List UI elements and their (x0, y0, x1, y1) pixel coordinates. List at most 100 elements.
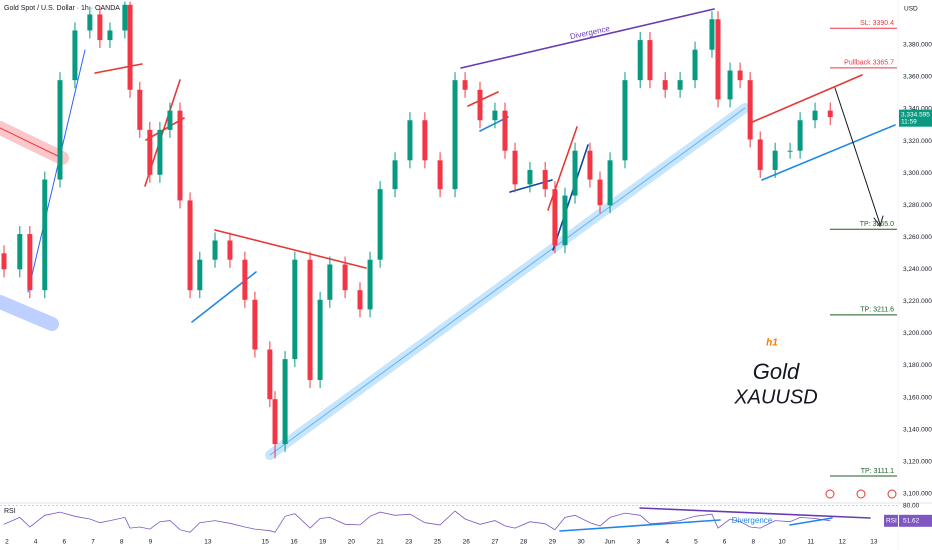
x-tick-label: 11 (807, 539, 814, 546)
zone-band (0, 295, 59, 331)
candle-body (622, 80, 628, 161)
x-tick-label: 6 (723, 539, 727, 546)
candle-body (477, 89, 483, 121)
candle-body (377, 189, 383, 260)
rsi-tag-name: RSI (886, 518, 897, 525)
level-label: TP: 3111.1 (861, 468, 894, 475)
x-tick-label: 28 (520, 539, 528, 546)
candle-body (607, 160, 613, 206)
candle-body (647, 40, 653, 81)
flag-icon (856, 489, 866, 499)
x-tick-label: 16 (290, 539, 298, 546)
candle-body (715, 19, 721, 100)
candle-body (87, 14, 93, 31)
divergence-line (460, 8, 715, 69)
candle-body (267, 349, 273, 400)
candle-body (492, 110, 498, 121)
projection-arrow (834, 87, 881, 225)
candle-body (72, 30, 78, 81)
candle-body (462, 80, 468, 90)
y-tick-label: 3,360.000 (903, 74, 932, 81)
candle-body (512, 150, 518, 185)
chart-title: Gold Spot / U.S. Dollar · 1h · OANDA (4, 5, 120, 12)
x-tick-label: 9 (149, 539, 153, 546)
candle-body (122, 4, 128, 31)
y-tick-label: 3,320.000 (903, 138, 932, 145)
candle-body (197, 259, 203, 291)
candle-body (827, 110, 833, 118)
y-tick-label: 3,220.000 (903, 298, 932, 305)
candle-body (502, 110, 508, 151)
candle-body (107, 30, 113, 41)
candle-body (747, 80, 753, 140)
candle-body (452, 80, 458, 190)
annotation: Divergence (732, 516, 773, 525)
candle-body (367, 259, 373, 310)
x-tick-label: 4 (665, 539, 669, 546)
y-tick-label: 3,260.000 (903, 234, 932, 241)
level-label: SL: 3390.4 (860, 20, 894, 27)
candle-body (147, 129, 153, 175)
candle-body (422, 120, 428, 161)
rsi-tag (899, 514, 932, 527)
candle-body (772, 150, 778, 170)
y-tick-label: 3,280.000 (903, 202, 932, 209)
x-tick-label: 29 (549, 539, 557, 546)
rsi-divergence (639, 507, 871, 519)
x-tick-label: 13 (870, 539, 878, 546)
candle-body (787, 150, 793, 152)
candle-body (272, 399, 278, 445)
price-tag (899, 109, 932, 127)
level-label: Pullback 3365.7 (844, 60, 894, 67)
axis-unit: USD (904, 6, 918, 13)
y-tick-label: 3,160.000 (903, 394, 932, 401)
flags (825, 489, 897, 499)
candle-body (392, 160, 398, 190)
candle-body (709, 19, 715, 50)
x-tick-label: 2 (5, 539, 9, 546)
trend-line (94, 63, 143, 74)
candle-body (437, 160, 443, 190)
candle-body (137, 89, 143, 130)
candle-body (17, 234, 23, 270)
candle-body (177, 110, 183, 201)
y-tick-label: 3,240.000 (903, 266, 932, 273)
trend-line (27, 49, 86, 293)
x-tick-label: 30 (577, 539, 585, 546)
y-tick-label: 3,100.000 (903, 490, 932, 497)
x-tick-label: 27 (491, 539, 499, 546)
x-tick-label: 8 (751, 539, 755, 546)
candle-body (407, 120, 413, 161)
candle-body (97, 14, 103, 41)
candle-body (127, 4, 133, 90)
candle-body (662, 80, 668, 90)
candle-body (167, 110, 173, 130)
x-tick-label: 21 (376, 539, 384, 546)
trend-line (761, 124, 896, 181)
level-label: TP: 3265.0 (860, 221, 894, 228)
annotation: XAUUSD (733, 386, 817, 408)
trend-line (0, 127, 63, 159)
candle-body (542, 169, 548, 190)
rsi-name-tag (884, 514, 898, 527)
price-label: 3,334.595 (901, 111, 930, 118)
candle-body (212, 240, 218, 260)
candle-body (677, 80, 683, 90)
x-tick-label: 6 (62, 539, 66, 546)
level-label: TP: 3211.6 (860, 307, 894, 314)
x-tick-label: 20 (348, 539, 356, 546)
rsi-trend (559, 519, 721, 532)
candle-body (317, 299, 323, 380)
x-tick-label: 19 (319, 539, 327, 546)
candle-body (57, 80, 63, 180)
x-tick-label: 26 (463, 539, 471, 546)
x-tick-label: 8 (120, 539, 124, 546)
x-tick-label: 3 (637, 539, 641, 546)
rsi-trend (789, 517, 833, 526)
drawings (0, 8, 896, 532)
rsi-value-label: 51.62 (903, 518, 920, 525)
candle-body (252, 299, 258, 350)
annotation: Gold (753, 359, 800, 384)
candle-body (597, 179, 603, 206)
